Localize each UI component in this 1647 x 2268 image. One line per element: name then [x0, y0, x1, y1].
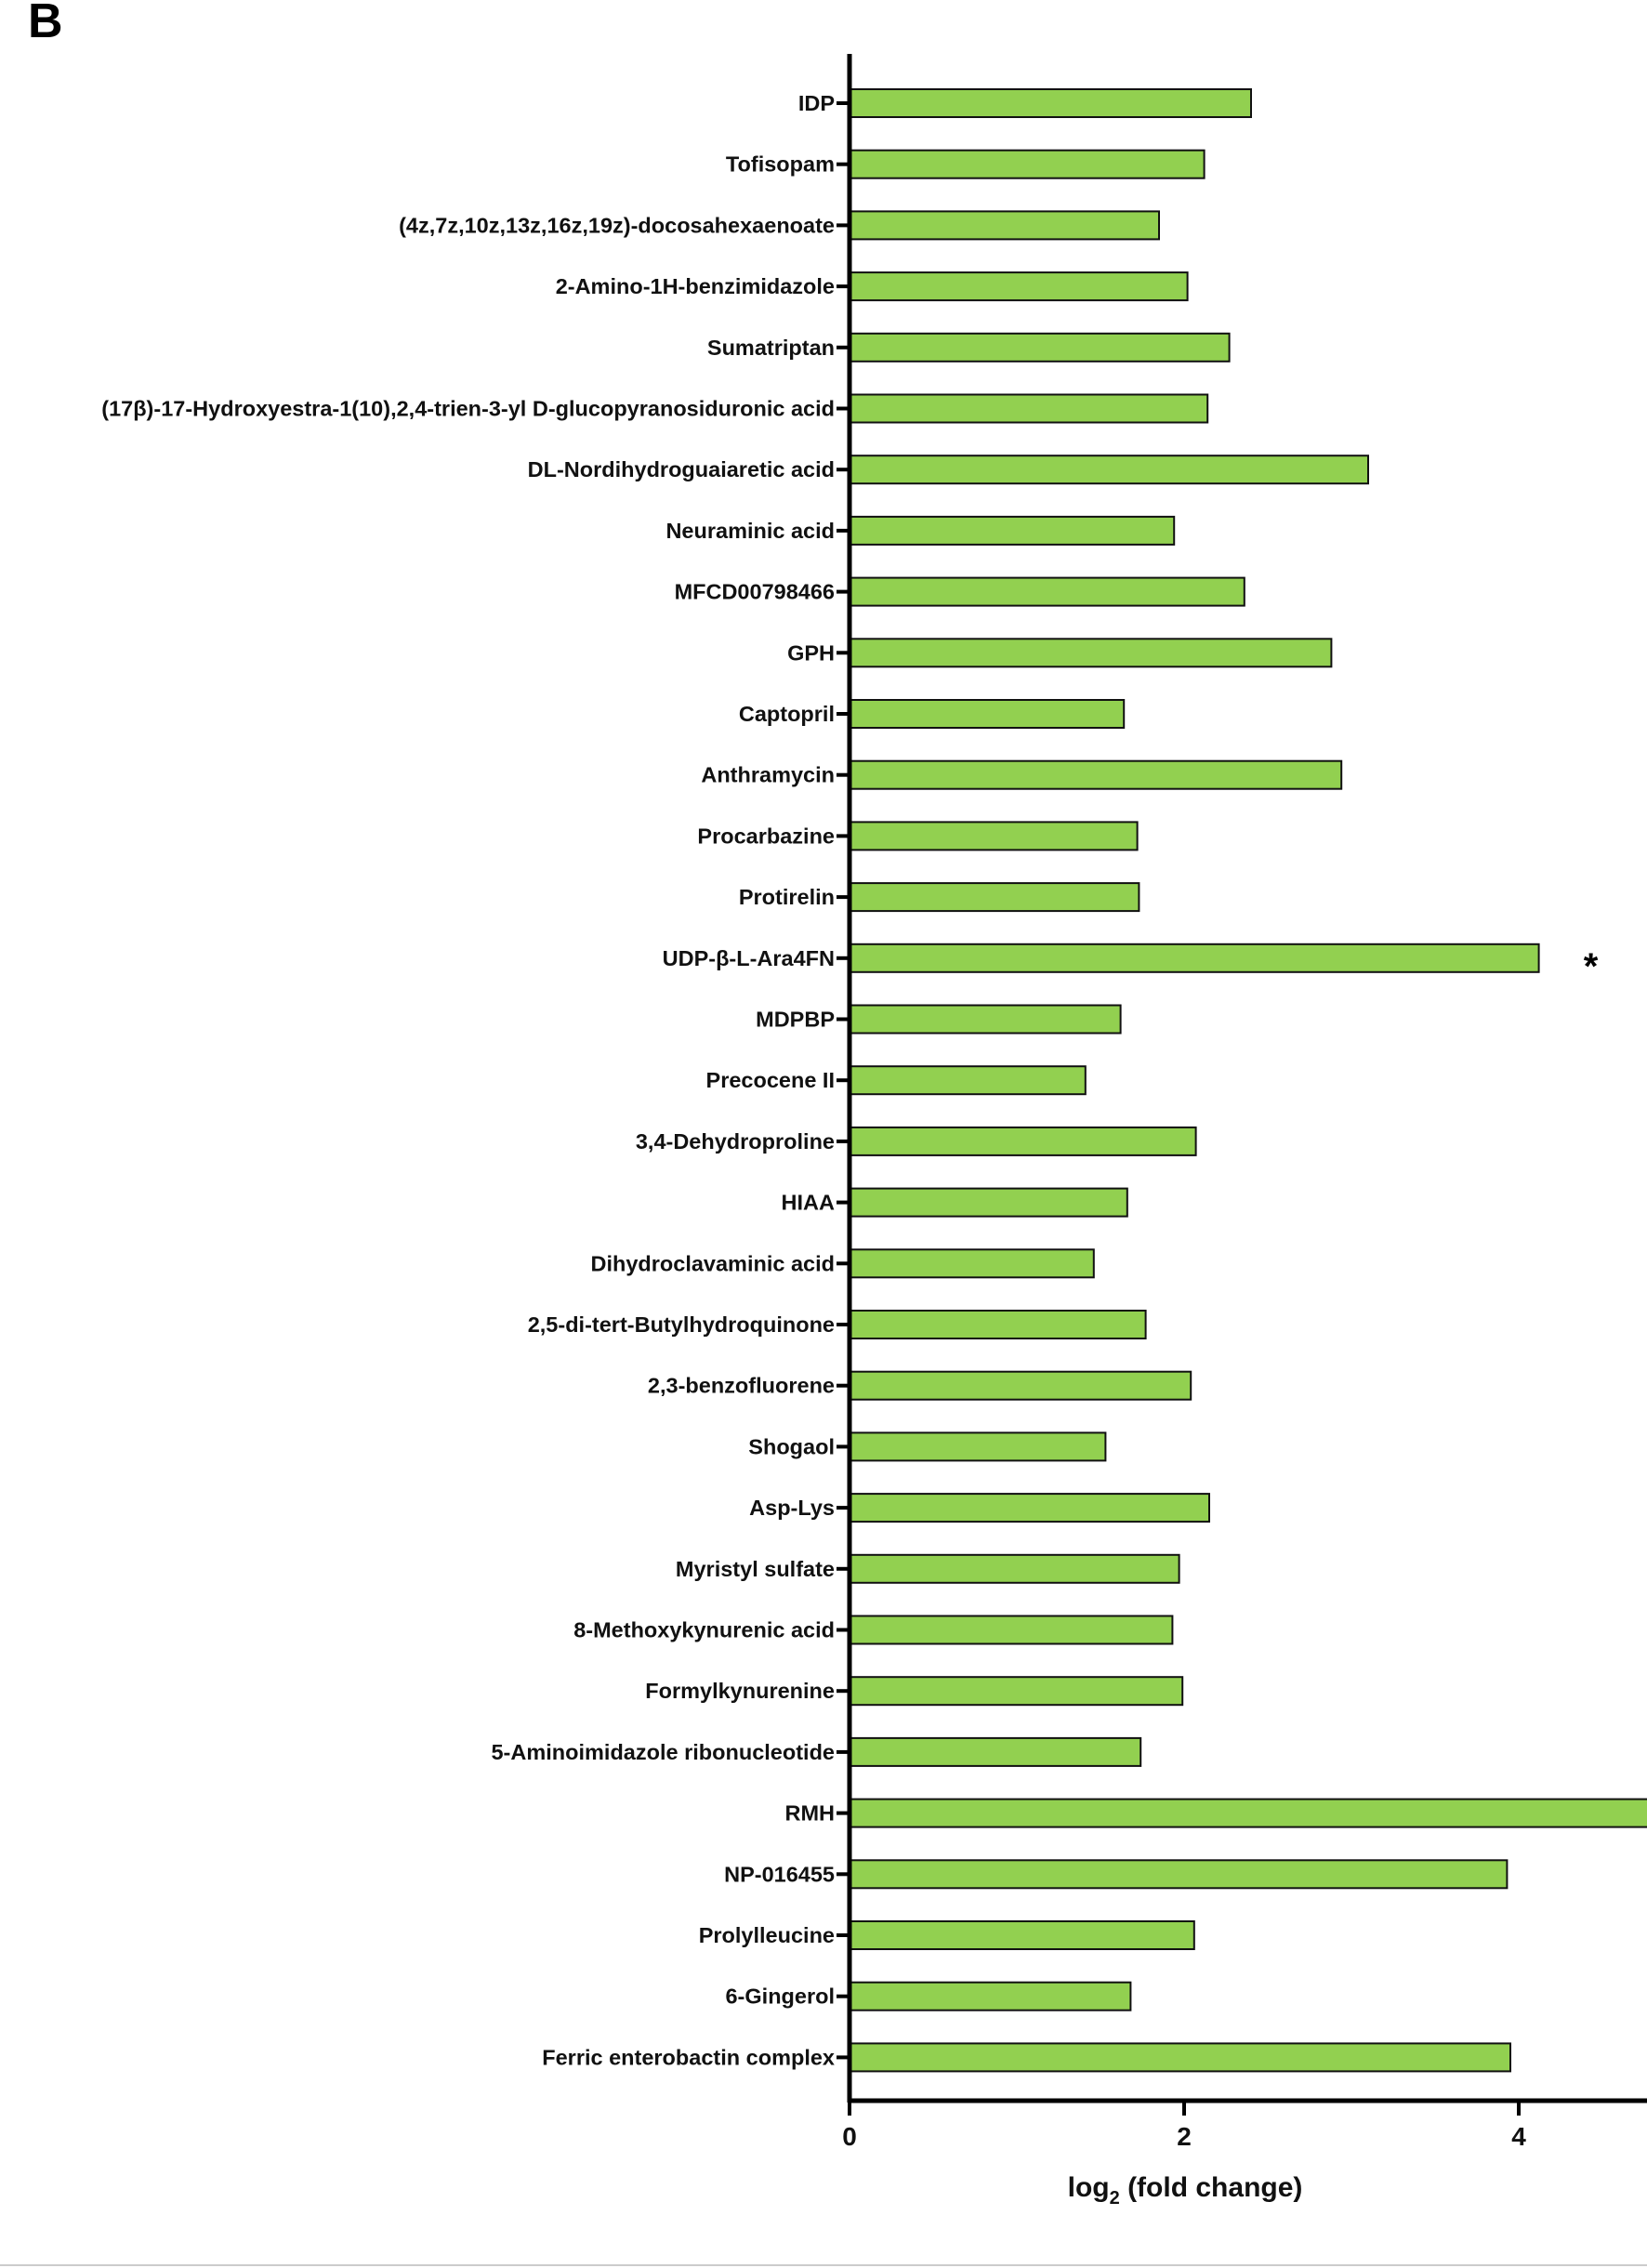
bar	[849, 210, 1160, 241]
bar	[849, 1553, 1180, 1584]
bar	[849, 1798, 1647, 1828]
category-label: Precocene II	[706, 1068, 835, 1092]
category-label: Sumatriptan	[707, 336, 835, 360]
bar	[849, 943, 1540, 973]
panel-label: B	[28, 0, 63, 48]
bar	[849, 1310, 1147, 1339]
x-axis-title-subscript: 2	[1110, 2188, 1120, 2209]
category-label: Dihydroclavaminic acid	[590, 1251, 835, 1275]
category-label: MDPBP	[756, 1008, 835, 1032]
category-label: Formylkynurenine	[645, 1679, 835, 1703]
category-label: 2,5-di-tert-Butylhydroquinone	[528, 1312, 835, 1337]
category-label: 2-Amino-1H-benzimidazole	[556, 274, 835, 298]
category-label: Anthramycin	[701, 763, 835, 787]
category-label: Protirelin	[739, 885, 835, 909]
category-label: 2,3-benzofluorene	[648, 1374, 835, 1398]
bar	[849, 1126, 1197, 1156]
category-label: RMH	[784, 1801, 835, 1826]
bar	[849, 455, 1369, 485]
bar	[849, 1248, 1095, 1279]
category-label: Captopril	[739, 702, 835, 726]
bar	[849, 332, 1231, 363]
bar	[849, 1981, 1132, 2011]
x-tick-label: 2	[1177, 2122, 1192, 2151]
x-tick-label: 0	[842, 2122, 857, 2151]
bar	[849, 759, 1343, 790]
category-label: 6-Gingerol	[725, 1984, 835, 2009]
category-label: HIAA	[782, 1191, 835, 1215]
bar	[849, 515, 1176, 546]
bar	[849, 638, 1333, 668]
bar	[849, 88, 1252, 118]
bar	[849, 1187, 1128, 1218]
bar	[849, 1065, 1087, 1096]
category-label: (4z,7z,10z,13z,16z,19z)-docosahexaenoate	[399, 213, 835, 237]
category-label: Neuraminic acid	[665, 519, 835, 543]
category-label: Myristyl sulfate	[676, 1557, 835, 1581]
bar	[849, 1736, 1142, 1767]
bar	[849, 576, 1245, 607]
category-label: Tofisopam	[726, 152, 835, 177]
bar	[849, 1493, 1210, 1523]
category-label: Ferric enterobactin complex	[542, 2045, 835, 2069]
x-axis-title-prefix: log	[1068, 2172, 1110, 2203]
category-labels: IDP Tofisopam (4z,7z,10z,13z,16z,19z)-doco…	[101, 91, 835, 2069]
bar	[849, 1676, 1184, 1707]
category-label: GPH	[787, 640, 835, 665]
bar	[849, 1615, 1174, 1645]
bars-layer	[849, 88, 1647, 2073]
x-axis-title-suffix: (fold change)	[1120, 2172, 1303, 2203]
category-label: Procarbazine	[697, 824, 835, 848]
bar	[849, 1004, 1122, 1035]
category-label: 5-Aminoimidazole ribonucleotide	[491, 1740, 835, 1764]
bar	[849, 882, 1140, 913]
x-ticks: 02468	[842, 2101, 1526, 2151]
bar	[849, 271, 1189, 302]
category-label: IDP	[798, 91, 835, 115]
significance-star: *	[1584, 946, 1599, 987]
category-label: Shogaol	[748, 1434, 835, 1458]
bar	[849, 699, 1126, 729]
bar	[849, 1370, 1192, 1401]
category-label: DL-Nordihydroguaiaretic acid	[528, 457, 835, 481]
category-label: NP-016455	[724, 1862, 835, 1886]
category-label: (17β)-17-Hydroxyestra-1(10),2,4-trien-3-…	[101, 397, 835, 421]
significance-markers: **	[1584, 946, 1599, 987]
bar	[849, 2042, 1511, 2073]
category-label: Asp-Lys	[749, 1496, 835, 1520]
bar	[849, 1431, 1107, 1462]
bar	[849, 1859, 1509, 1890]
category-label: Prolylleucine	[699, 1923, 835, 1947]
category-label: 3,4-Dehydroproline	[636, 1129, 835, 1154]
category-label: MFCD00798466	[675, 580, 835, 604]
category-label: 8-Methoxykynurenic acid	[573, 1618, 835, 1642]
x-tick-label: 4	[1511, 2122, 1526, 2151]
bar	[849, 393, 1209, 424]
bar	[849, 1920, 1195, 1950]
x-axis-title: log2 (fold change)	[1068, 2172, 1303, 2209]
bar	[849, 149, 1206, 179]
category-label: UDP-β-L-Ara4FN	[663, 946, 835, 970]
bar	[849, 821, 1139, 851]
